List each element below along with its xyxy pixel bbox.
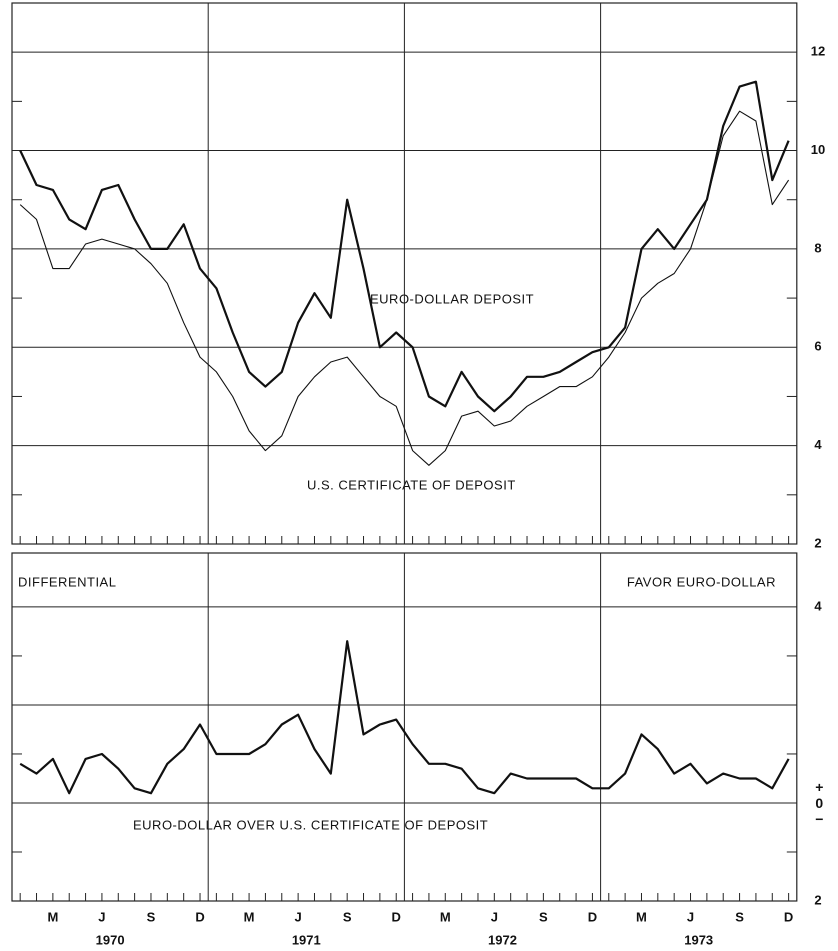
y-tick-label: 2 xyxy=(814,535,821,550)
y-tick-label: 8 xyxy=(814,240,821,255)
y-tick-label: 4 xyxy=(814,598,822,613)
x-tick-label: S xyxy=(147,909,156,924)
annotation: FAVOR EURO-DOLLAR xyxy=(627,574,776,589)
y-tick-label: +0− xyxy=(811,779,827,827)
year-label: 1972 xyxy=(488,932,517,947)
x-tick-label: S xyxy=(735,909,744,924)
series-line xyxy=(19,80,790,413)
x-tick-label: D xyxy=(392,909,401,924)
y-tick-label: 2 xyxy=(814,892,821,907)
series-line xyxy=(19,110,790,466)
x-tick-label: M xyxy=(47,909,58,924)
series-label: EURO-DOLLAR OVER U.S. CERTIFICATE OF DEP… xyxy=(133,817,488,832)
x-tick-label: S xyxy=(343,909,352,924)
y-tick-label: 4 xyxy=(814,437,822,452)
x-tick-label: J xyxy=(295,909,302,924)
annotation: DIFFERENTIAL xyxy=(18,574,116,589)
series-line xyxy=(19,640,790,795)
year-label: 1973 xyxy=(684,932,713,947)
x-tick-label: J xyxy=(98,909,105,924)
y-tick-label: 6 xyxy=(814,339,821,354)
y-tick-label: 12 xyxy=(811,44,825,59)
year-label: 1971 xyxy=(292,932,321,947)
series-label: U.S. CERTIFICATE OF DEPOSIT xyxy=(307,477,516,492)
x-tick-label: D xyxy=(784,909,793,924)
year-label: 1970 xyxy=(96,932,125,947)
x-tick-label: J xyxy=(687,909,694,924)
y-tick-label: 10 xyxy=(811,142,825,157)
x-tick-label: M xyxy=(440,909,451,924)
x-tick-label: J xyxy=(491,909,498,924)
x-tick-label: D xyxy=(195,909,204,924)
x-tick-label: M xyxy=(636,909,647,924)
x-tick-label: D xyxy=(588,909,597,924)
x-tick-label: M xyxy=(244,909,255,924)
series-label: EURO-DOLLAR DEPOSIT xyxy=(370,291,534,306)
x-tick-label: S xyxy=(539,909,548,924)
